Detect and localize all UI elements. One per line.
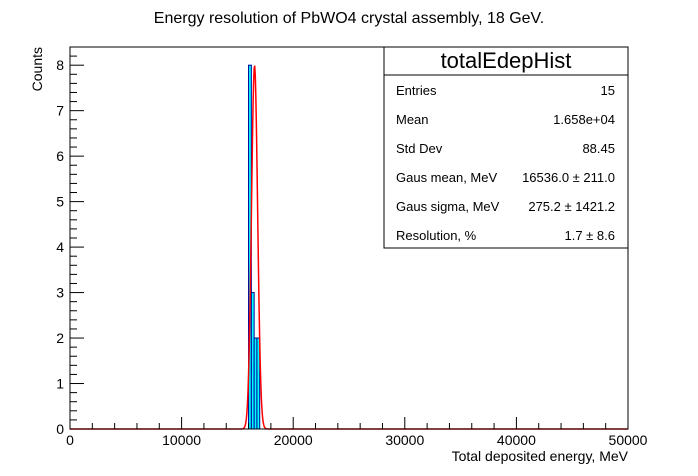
- stats-row-label: Mean: [396, 112, 429, 127]
- x-axis: 0 10000 20000 30000 40000 50000: [66, 417, 648, 448]
- stats-row-label: Resolution, %: [396, 228, 477, 243]
- x-tick-label: 0: [66, 432, 74, 448]
- stats-box: totalEdepHist Entries 15 Mean 1.658e+04 Std …: [383, 46, 629, 249]
- stats-rows: Entries 15 Mean 1.658e+04 Std Dev 88.45 Gaus m…: [396, 83, 615, 243]
- stats-row-value: 88.45: [582, 141, 615, 156]
- y-tick-label: 8: [56, 57, 64, 73]
- chart-title: Energy resolution of PbWO4 crystal assem…: [154, 10, 544, 27]
- stats-row-label: Gaus sigma, MeV: [396, 199, 500, 214]
- stats-box-title: totalEdepHist: [441, 48, 572, 73]
- stats-row-value: 16536.0 ± 211.0: [522, 170, 615, 185]
- stats-row-value: 1.658e+04: [553, 112, 615, 127]
- x-axis-label: Total deposited energy, MeV: [452, 448, 629, 464]
- x-tick-label: 20000: [274, 432, 313, 448]
- stats-row-label: Gaus mean, MeV: [396, 170, 497, 185]
- y-tick-label: 3: [56, 285, 64, 301]
- y-tick-label: 6: [56, 148, 64, 164]
- y-tick-label: 7: [56, 103, 64, 119]
- stats-row-value: 1.7 ± 8.6: [564, 228, 615, 243]
- stats-row-label: Std Dev: [396, 141, 443, 156]
- y-tick-label: 0: [56, 421, 64, 437]
- stats-row-label: Entries: [396, 83, 437, 98]
- stats-row-value: 275.2 ± 1421.2: [528, 199, 615, 214]
- y-tick-label: 2: [56, 330, 64, 346]
- x-tick-label: 30000: [385, 432, 424, 448]
- y-axis: 0 1 2 3 4 5 6 7 8: [56, 55, 84, 437]
- y-axis-label: Counts: [29, 47, 45, 91]
- stats-row-value: 15: [601, 83, 615, 98]
- y-tick-label: 4: [56, 239, 64, 255]
- x-tick-label: 50000: [609, 432, 648, 448]
- y-tick-label: 1: [56, 376, 64, 392]
- stats-box-frame: [383, 46, 629, 249]
- x-tick-label: 40000: [497, 432, 536, 448]
- x-tick-label: 10000: [162, 432, 201, 448]
- y-tick-label: 5: [56, 194, 64, 210]
